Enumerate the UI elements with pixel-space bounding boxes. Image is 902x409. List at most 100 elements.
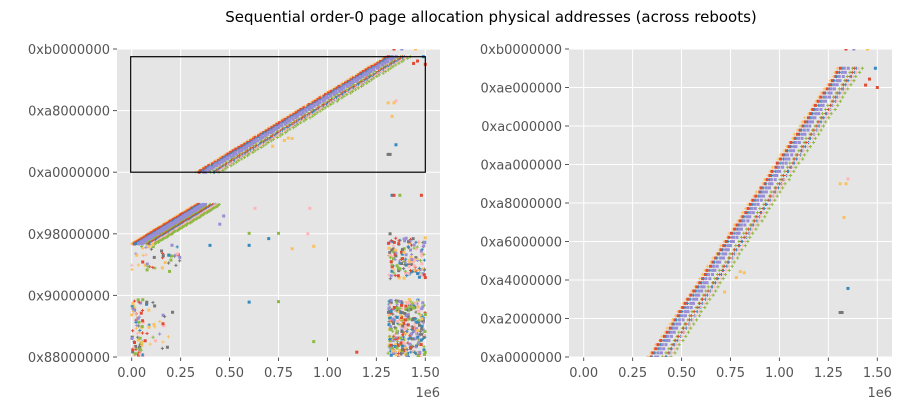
cluster-point <box>389 298 393 302</box>
band-point <box>296 112 300 116</box>
band-point <box>764 182 768 186</box>
scatter-point <box>846 286 850 290</box>
band-point <box>683 301 687 305</box>
band-point <box>800 120 805 124</box>
band-point <box>263 134 267 138</box>
band-point <box>277 121 281 125</box>
cluster-point <box>416 328 420 332</box>
band-point <box>217 162 221 166</box>
cluster-point <box>413 322 417 326</box>
band-point <box>245 144 249 148</box>
y-tick-label: 0xae000000 <box>480 82 562 97</box>
cluster-point <box>402 321 406 325</box>
band-point <box>335 91 339 95</box>
band-point <box>377 63 381 67</box>
band-point <box>683 330 687 334</box>
band-point <box>285 121 289 125</box>
band-point <box>834 74 838 79</box>
scatter-point <box>838 310 842 314</box>
band-point <box>763 198 767 202</box>
cluster-point <box>403 269 407 273</box>
band-point <box>298 111 302 115</box>
band-point <box>811 112 815 116</box>
band-point <box>836 103 840 107</box>
band-point <box>712 260 716 264</box>
cluster-point <box>140 343 144 347</box>
y-tick-label: 0xb0000000 <box>28 43 110 58</box>
cluster-point <box>396 319 400 323</box>
cluster-point <box>411 349 415 353</box>
cluster-point <box>416 309 420 313</box>
cluster-point <box>396 344 400 348</box>
band-point <box>832 79 836 83</box>
cluster-point <box>401 257 405 261</box>
band-point <box>391 56 395 60</box>
cluster-point <box>151 265 155 270</box>
band-point <box>787 178 791 182</box>
cluster-point <box>404 257 408 261</box>
band-point <box>845 74 849 79</box>
cluster-point <box>133 312 138 316</box>
band-point <box>256 147 260 151</box>
cluster-point <box>389 260 393 264</box>
x-tick-label: 1.00 <box>313 366 342 381</box>
band-point <box>737 231 741 235</box>
scatter-point <box>423 276 427 280</box>
band-point <box>213 160 217 164</box>
cluster-point <box>422 267 427 271</box>
band-point <box>697 285 701 289</box>
band-point <box>270 131 274 135</box>
cluster-point <box>160 266 164 270</box>
band-point <box>692 322 696 326</box>
band-point <box>358 76 362 80</box>
cluster-point <box>407 260 411 264</box>
band-point <box>340 88 344 92</box>
scatter-point <box>844 182 848 186</box>
band-point <box>323 93 327 97</box>
band-point <box>202 211 207 216</box>
band-point <box>745 215 749 219</box>
band-point <box>272 129 276 133</box>
band-point <box>836 66 840 70</box>
cluster-point <box>161 313 165 317</box>
band-point <box>308 116 312 120</box>
cluster-point <box>406 337 410 341</box>
band-point <box>669 330 673 334</box>
band-point <box>351 81 355 85</box>
band-point <box>204 202 208 206</box>
cluster-point <box>412 329 416 333</box>
band-point <box>207 164 211 168</box>
band-point <box>789 149 793 153</box>
band-point <box>754 190 758 194</box>
cluster-point <box>163 261 167 265</box>
cluster-point <box>395 264 399 268</box>
band-point <box>732 231 736 235</box>
band-point <box>821 103 825 107</box>
cluster-point <box>394 300 399 304</box>
band-point <box>846 83 850 87</box>
band-point <box>310 111 314 115</box>
cluster-point <box>421 336 425 340</box>
scatter-point <box>852 49 856 51</box>
cluster-point <box>394 251 398 255</box>
cluster-point <box>136 353 140 357</box>
band-point <box>351 76 355 80</box>
band-point <box>175 220 179 224</box>
band-point <box>383 68 387 72</box>
x-tick-label: 1.00 <box>765 366 794 381</box>
cluster-point <box>145 302 149 306</box>
band-point <box>789 141 793 144</box>
band-point <box>695 297 699 301</box>
band-point <box>741 211 745 215</box>
band-point <box>700 285 704 289</box>
band-point <box>785 153 789 157</box>
cluster-point <box>421 301 425 305</box>
band-point <box>683 314 687 318</box>
scatter-point <box>247 231 251 235</box>
cluster-point <box>399 315 403 319</box>
band-point <box>778 169 782 173</box>
band-point <box>197 206 201 210</box>
band-point <box>833 107 837 112</box>
cluster-point <box>391 250 395 254</box>
band-point <box>816 99 820 103</box>
